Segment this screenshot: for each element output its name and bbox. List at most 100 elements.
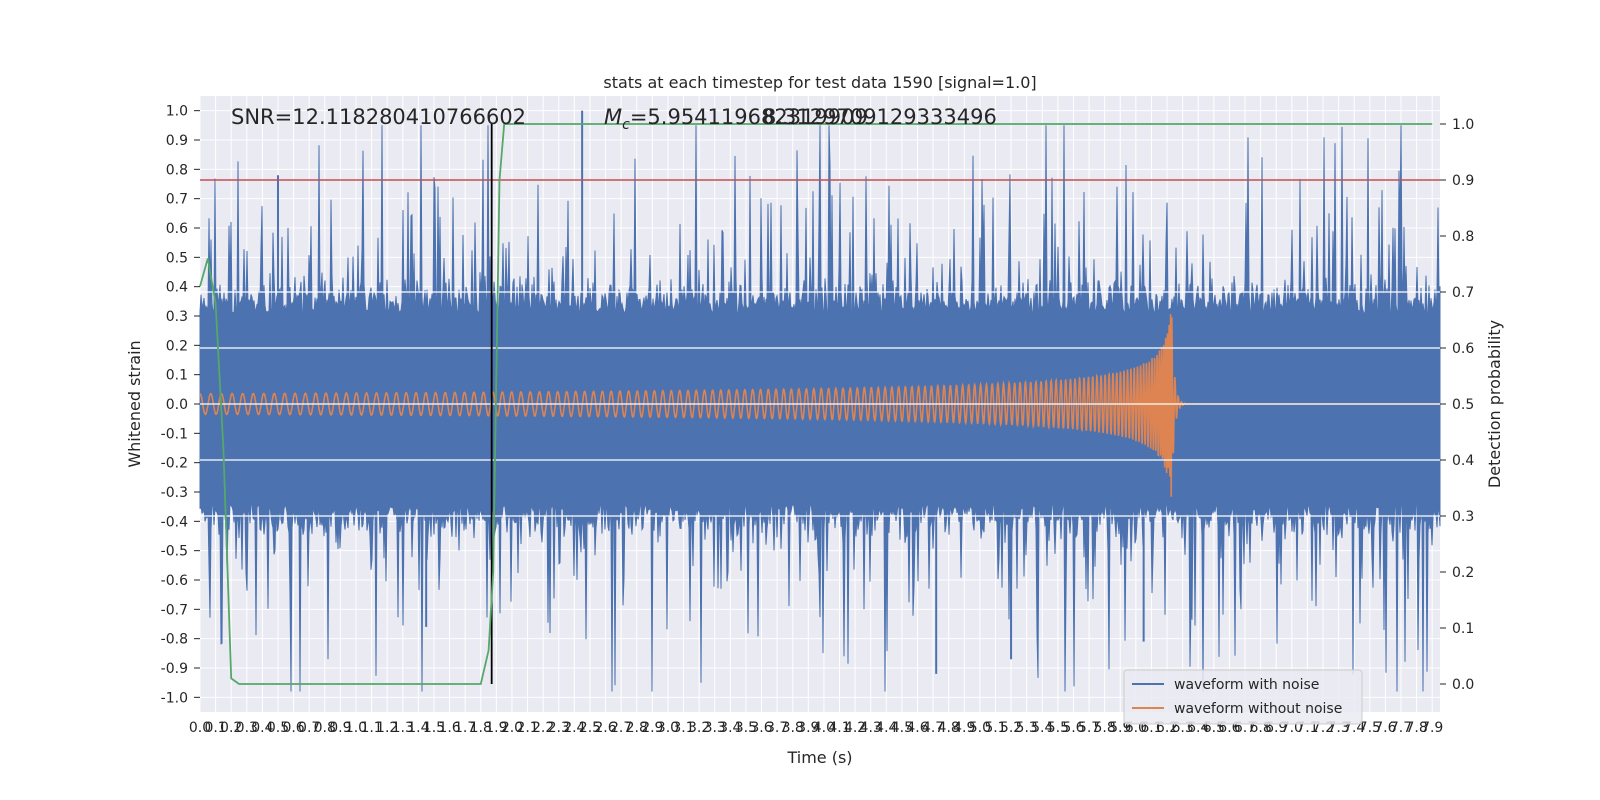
y-tick-label-right: 0.7 [1452, 285, 1474, 301]
y-tick-label-left: 1.0 [166, 104, 188, 120]
data-layer [199, 110, 1441, 692]
x-tick-label: 4.6 [906, 720, 928, 736]
x-tick-label: 5.7 [1078, 720, 1100, 736]
y-tick-label-left: -0.5 [161, 544, 188, 560]
x-tick-label: 2.1 [516, 720, 538, 736]
x-tick-label: 2.6 [594, 720, 616, 736]
y-tick-label-left: -0.3 [161, 485, 188, 501]
x-tick-label: 1.9 [485, 720, 507, 736]
x-tick-label: 4.8 [938, 720, 960, 736]
y-tick-label-left: -0.6 [161, 573, 188, 589]
y-tick-label-right: 0.9 [1452, 173, 1474, 189]
x-tick-label: 5.1 [984, 720, 1006, 736]
x-tick-label: 3.9 [797, 720, 819, 736]
x-tick-label: 2.7 [610, 720, 632, 736]
x-tick-label: 4.2 [844, 720, 866, 736]
x-tick-label: 7.8 [1405, 720, 1427, 736]
x-tick-label: 2.3 [548, 720, 570, 736]
x-tick-label: 5.4 [1031, 720, 1053, 736]
x-tick-label: 4.3 [860, 720, 882, 736]
x-tick-label: 2.8 [626, 720, 648, 736]
chirp-mass-value: =5.954119682319909 [630, 105, 868, 129]
x-tick-label: 3.1 [672, 720, 694, 736]
y-tick-label-left: 0.5 [166, 250, 188, 266]
chart-title: stats at each timestep for test data 159… [603, 73, 1036, 92]
x-tick-label: 3.4 [719, 720, 741, 736]
x-tick-label: 4.1 [828, 720, 850, 736]
y-tick-label-left: -0.2 [161, 456, 188, 472]
chirp-mass-symbol: M [604, 105, 622, 129]
x-tick-label: 0.6 [282, 720, 304, 736]
y-tick-label-left: 0.9 [166, 133, 188, 149]
chirp-mass-annotation: Mc=5.954119682319909 [604, 105, 868, 133]
y-tick-label-left: -0.7 [161, 602, 188, 618]
x-tick-label: 0.2 [220, 720, 242, 736]
y-tick-label-left: 0.4 [166, 280, 188, 296]
snr-annotation: SNR=12.118280410766602 [231, 105, 526, 129]
x-tick-label: 0.5 [267, 720, 289, 736]
x-tick-label: 5.2 [1000, 720, 1022, 736]
x-tick-label: 7.6 [1374, 720, 1396, 736]
x-tick-label: 4.5 [891, 720, 913, 736]
axes-layer: 0.00.10.20.30.40.50.60.70.80.91.01.11.21… [161, 104, 1475, 736]
x-tick-label: 3.7 [766, 720, 788, 736]
x-axis-label: Time (s) [786, 748, 852, 767]
x-tick-label: 4.9 [953, 720, 975, 736]
x-tick-label: 2.4 [563, 720, 585, 736]
y-tick-label-right: 0.2 [1452, 565, 1474, 581]
x-tick-label: 2.0 [501, 720, 523, 736]
y-tick-label-left: -1.0 [161, 690, 188, 706]
x-tick-label: 2.9 [641, 720, 663, 736]
y-axis-label-right: Detection probability [1485, 320, 1504, 488]
x-tick-label: 1.2 [376, 720, 398, 736]
x-tick-label: 3.6 [750, 720, 772, 736]
y-tick-label-right: 0.3 [1452, 509, 1474, 525]
x-tick-label: 4.7 [922, 720, 944, 736]
x-tick-label: 5.5 [1047, 720, 1069, 736]
legend-box [1123, 669, 1363, 725]
x-tick-label: 1.3 [392, 720, 414, 736]
x-tick-label: 3.3 [704, 720, 726, 736]
y-tick-label-left: 0.2 [166, 338, 188, 354]
x-tick-label: 0.1 [204, 720, 226, 736]
y-tick-label-right: 0.5 [1452, 397, 1474, 413]
y-tick-label-right: 1.0 [1452, 117, 1474, 133]
x-tick-label: 0.9 [329, 720, 351, 736]
x-tick-label: 3.8 [782, 720, 804, 736]
x-tick-label: 0.3 [236, 720, 258, 736]
x-tick-label: 0.7 [298, 720, 320, 736]
legend-label-with-noise: waveform with noise [1174, 677, 1319, 693]
y-tick-label-left: -0.4 [161, 514, 188, 530]
x-tick-label: 7.9 [1421, 720, 1443, 736]
y-tick-label-left: -0.1 [161, 426, 188, 442]
y-tick-label-left: 0.3 [166, 309, 188, 325]
x-tick-label: 7.7 [1390, 720, 1412, 736]
x-tick-label: 3.5 [735, 720, 757, 736]
y-tick-label-right: 0.1 [1452, 621, 1474, 637]
y-tick-label-left: 0.1 [166, 368, 188, 384]
x-tick-label: 7.5 [1359, 720, 1381, 736]
x-tick-label: 0.4 [251, 720, 273, 736]
x-tick-label: 1.4 [407, 720, 429, 736]
x-tick-label: 0.8 [314, 720, 336, 736]
y-tick-label-right: 0.0 [1452, 677, 1474, 693]
y-tick-label-left: 0.0 [166, 397, 188, 413]
overlapping-annotation: 8.3129709129333496 [763, 105, 997, 129]
y-tick-label-right: 0.6 [1452, 341, 1474, 357]
x-tick-label: 3.0 [657, 720, 679, 736]
x-tick-label: 5.8 [1094, 720, 1116, 736]
x-tick-label: 1.5 [423, 720, 445, 736]
x-tick-label: 5.3 [1016, 720, 1038, 736]
series-detection-probability [199, 123, 1433, 685]
x-tick-label: 1.7 [454, 720, 476, 736]
x-tick-label: 4.0 [813, 720, 835, 736]
x-tick-label: 1.8 [470, 720, 492, 736]
x-tick-label: 0.0 [189, 720, 211, 736]
y-tick-label-right: 0.8 [1452, 229, 1474, 245]
y-tick-label-left: 0.6 [166, 221, 188, 237]
chirp-mass-subscript: c [622, 117, 630, 133]
x-tick-label: 5.0 [969, 720, 991, 736]
x-tick-label: 5.6 [1062, 720, 1084, 736]
x-tick-label: 4.4 [875, 720, 897, 736]
